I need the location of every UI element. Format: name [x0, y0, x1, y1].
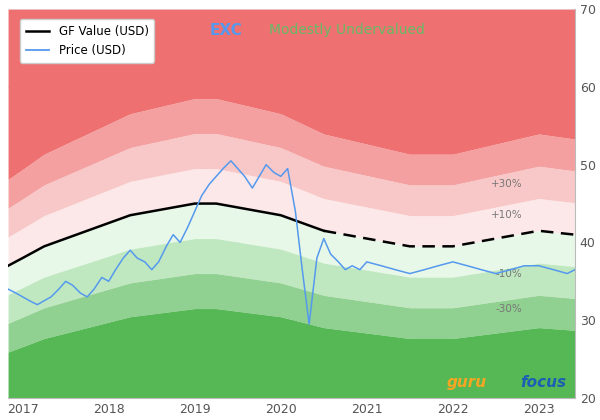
Text: -10%: -10%	[496, 268, 522, 278]
Text: +30%: +30%	[491, 179, 522, 189]
Legend: GF Value (USD), Price (USD): GF Value (USD), Price (USD)	[20, 19, 154, 63]
Text: -30%: -30%	[496, 304, 522, 314]
Text: EXC: EXC	[209, 23, 242, 38]
Text: focus: focus	[520, 375, 566, 390]
Text: +10%: +10%	[491, 210, 522, 220]
Text: guru: guru	[447, 375, 487, 390]
Text: Modestly Undervalued: Modestly Undervalued	[269, 23, 425, 37]
